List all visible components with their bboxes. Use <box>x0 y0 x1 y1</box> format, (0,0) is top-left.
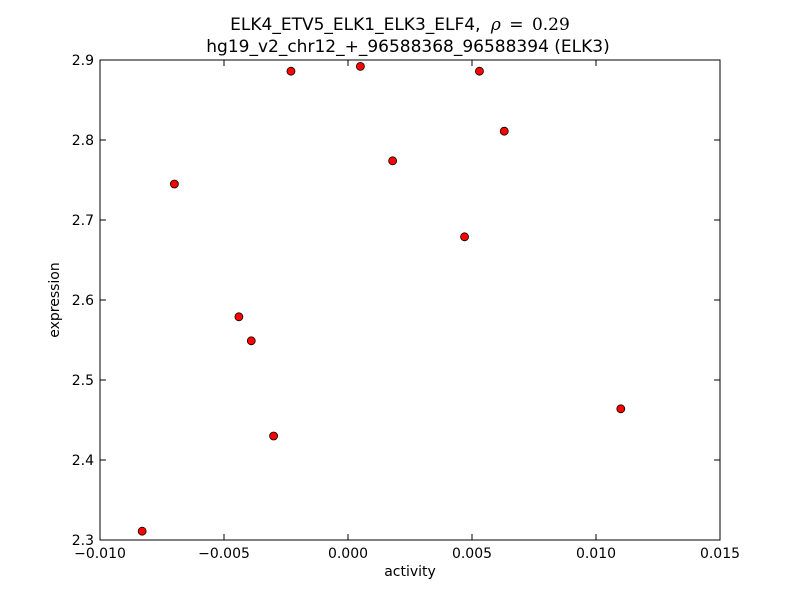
y-tick-label: 2.5 <box>72 373 94 389</box>
chart-title-rho-value: 0.29 <box>532 15 570 35</box>
data-point <box>137 526 147 536</box>
x-tick-label: 0.010 <box>576 546 616 562</box>
x-tick-label: −0.010 <box>74 546 126 562</box>
x-axis-label: activity <box>384 564 436 580</box>
chart-title-line-2: hg19_v2_chr12_+_96588368_96588394 (ELK3) <box>206 37 609 57</box>
data-point <box>460 232 469 242</box>
data-point <box>286 66 296 76</box>
y-tick-label: 2.8 <box>72 133 94 149</box>
chart-title-rho-symbol: ρ <box>490 15 501 35</box>
y-axis-ticks: 2.3 2.4 2.5 2.6 2.7 2.8 2.9 <box>72 53 720 549</box>
data-point <box>475 66 484 76</box>
data-point <box>616 404 626 414</box>
chart-title-rho-equals: = <box>509 15 523 35</box>
data-point <box>388 156 398 166</box>
data-points <box>137 62 626 536</box>
y-tick-label: 2.6 <box>72 293 94 309</box>
y-tick-label: 2.4 <box>72 453 94 469</box>
x-tick-label: −0.005 <box>198 546 250 562</box>
x-tick-label: 0.000 <box>328 546 368 562</box>
x-tick-label: 0.015 <box>700 546 740 562</box>
y-tick-label: 2.3 <box>72 533 94 549</box>
plot-area <box>99 59 721 541</box>
y-tick-label: 2.9 <box>72 53 94 69</box>
data-point <box>499 126 509 136</box>
y-tick-label: 2.7 <box>72 213 94 229</box>
x-axis-ticks: −0.010 −0.005 0.000 0.005 0.010 0.015 <box>74 60 740 562</box>
data-point <box>169 179 179 189</box>
data-point <box>355 62 365 71</box>
data-point <box>234 312 244 322</box>
chart-title-line-1: ELK4_ETV5_ELK1_ELK3_ELF4, ρ = 0.29 <box>230 15 570 35</box>
chart-title-main: ELK4_ETV5_ELK1_ELK3_ELF4, <box>230 15 480 35</box>
y-axis-label: expression <box>47 262 63 338</box>
x-tick-label: 0.005 <box>452 546 492 562</box>
data-point <box>246 336 256 346</box>
data-point <box>269 431 279 441</box>
